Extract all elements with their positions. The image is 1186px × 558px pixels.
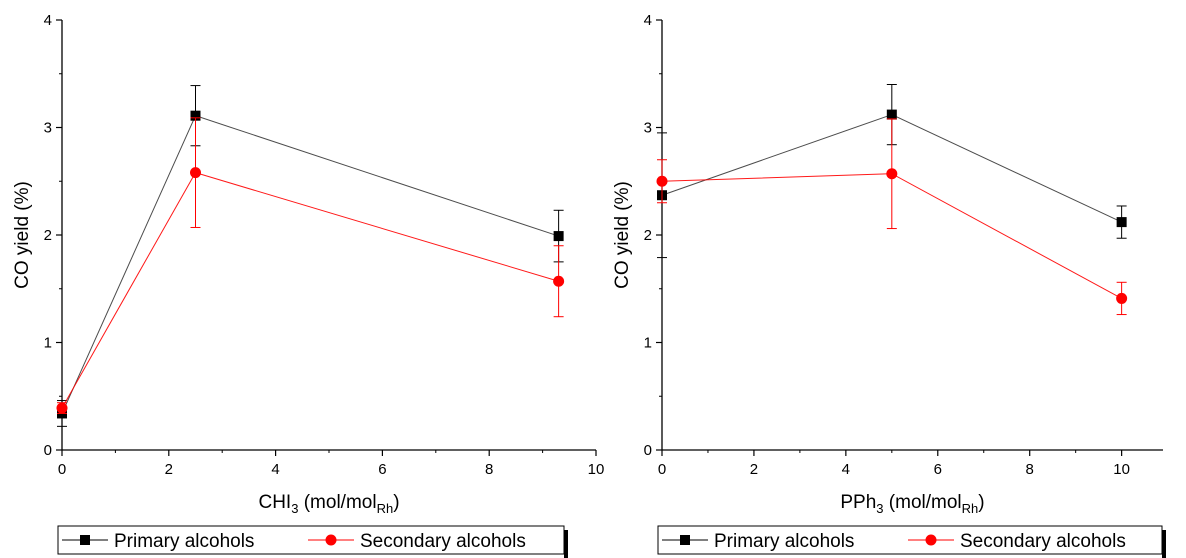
series-line (61, 172, 559, 409)
legend: Primary alcohols Secondary alcohols (57, 525, 568, 558)
x-tick-label: 6 (378, 461, 386, 478)
y-tick-label: 1 (44, 335, 52, 352)
y-tick-label: 3 (644, 120, 652, 137)
legend-marker (680, 535, 690, 545)
data-point (886, 109, 897, 120)
x-tick-label: 8 (485, 461, 493, 478)
legend-marker (80, 535, 90, 545)
x-tick-label: 2 (165, 461, 173, 478)
x-tick-label: 8 (1026, 461, 1034, 478)
legend-label: Secondary alcohols (360, 531, 526, 552)
x-axis-title: PPh3 (mol/molRh) (840, 492, 984, 516)
legend: Primary alcohols Secondary alcohols (657, 525, 1166, 558)
x-tick-label: 10 (588, 461, 605, 478)
y-tick-label: 0 (644, 442, 652, 459)
legend-entry-secondary: Secondary alcohols (908, 531, 1126, 552)
x-tick-label: 10 (1113, 461, 1130, 478)
y-axis-title: CO yield (%) (12, 181, 33, 289)
legend-marker (925, 534, 937, 546)
x-tick-label: 4 (842, 461, 850, 478)
y-tick-label: 4 (44, 12, 52, 29)
data-point (190, 167, 201, 179)
y-tick-label: 0 (44, 442, 52, 459)
legend-entry-primary: Primary alcohols (62, 531, 254, 552)
legend-shadow (1162, 530, 1166, 558)
x-tick-label: 6 (934, 461, 942, 478)
legend-label: Primary alcohols (114, 531, 254, 552)
legend-entry-primary: Primary alcohols (662, 531, 854, 552)
x-tick-label: 2 (750, 461, 758, 478)
legend-label: Secondary alcohols (960, 531, 1126, 552)
y-tick-label: 4 (644, 12, 652, 29)
chart-chi3: 0 2 4 6 8 10 0 1 2 3 4 CO yield (%) CHI3 (mol/molRh)… (12, 12, 604, 558)
y-axis-title: CO yield (%) (612, 181, 633, 289)
legend-marker (325, 534, 337, 546)
data-point (886, 168, 898, 180)
y-tick-label: 2 (44, 227, 52, 244)
data-point (553, 231, 564, 242)
y-tick-label: 1 (644, 335, 652, 352)
series-line (61, 115, 559, 414)
data-point (1116, 217, 1127, 228)
series-secondary (56, 117, 565, 414)
legend-shadow (564, 530, 568, 558)
series-primary (57, 85, 564, 427)
data-point (190, 110, 201, 121)
x-tick-label: 0 (58, 461, 66, 478)
chart-pph3: 0 2 4 6 8 10 0 1 2 3 4 CO yield (%) PPh3 (mol/molRh)… (612, 12, 1166, 558)
series-secondary (656, 118, 1128, 316)
legend-label: Primary alcohols (714, 531, 854, 552)
y-tick-label: 2 (644, 227, 652, 244)
y-tick-label: 3 (44, 120, 52, 137)
data-point (553, 275, 565, 287)
x-tick-label: 4 (271, 461, 279, 478)
data-point (1116, 292, 1128, 304)
data-point (656, 175, 668, 187)
legend-entry-secondary: Secondary alcohols (308, 531, 526, 552)
data-point (56, 402, 68, 414)
x-axis-title: CHI3 (mol/molRh) (258, 492, 399, 516)
x-tick-label: 0 (658, 461, 666, 478)
